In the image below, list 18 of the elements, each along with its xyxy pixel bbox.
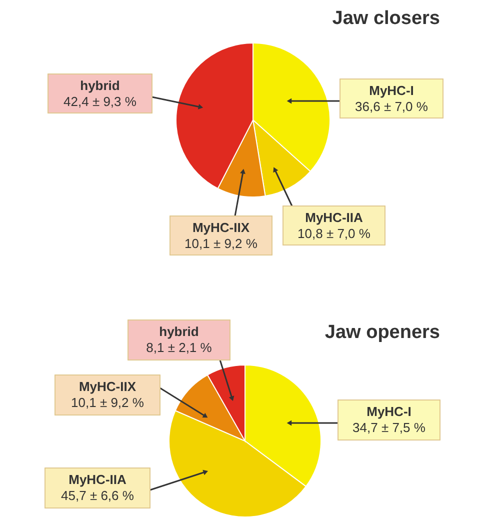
slice-label: MyHC-I (366, 404, 412, 419)
chart-title: Jaw closers (332, 8, 440, 29)
data-label: 36,6 ± 7,0 % (355, 99, 428, 114)
data-label: 45,7 ± 6,6 % (61, 488, 134, 503)
chart-title: Jaw openers (324, 322, 440, 343)
data-label: 34,7 ± 7,5 % (352, 420, 426, 435)
slice-label: MyHC-IIX (78, 379, 136, 394)
slice-label: hybrid (159, 324, 199, 339)
data-label: 10,1 ± 9,2 % (184, 236, 258, 251)
slice-label: MyHC-IIA (68, 472, 127, 487)
data-label: 10,8 ± 7,0 % (298, 226, 371, 241)
data-label: 42,4 ± 9,3 % (64, 94, 137, 109)
slice-label: MyHC-IIX (192, 220, 250, 235)
slice-label: hybrid (80, 78, 120, 93)
slice-label: MyHC-IIA (305, 210, 364, 225)
slice-label: MyHC-I (369, 83, 414, 98)
data-label: 10,1 ± 9,2 % (71, 395, 144, 410)
data-label: 8,1 ± 2,1 % (146, 340, 212, 355)
